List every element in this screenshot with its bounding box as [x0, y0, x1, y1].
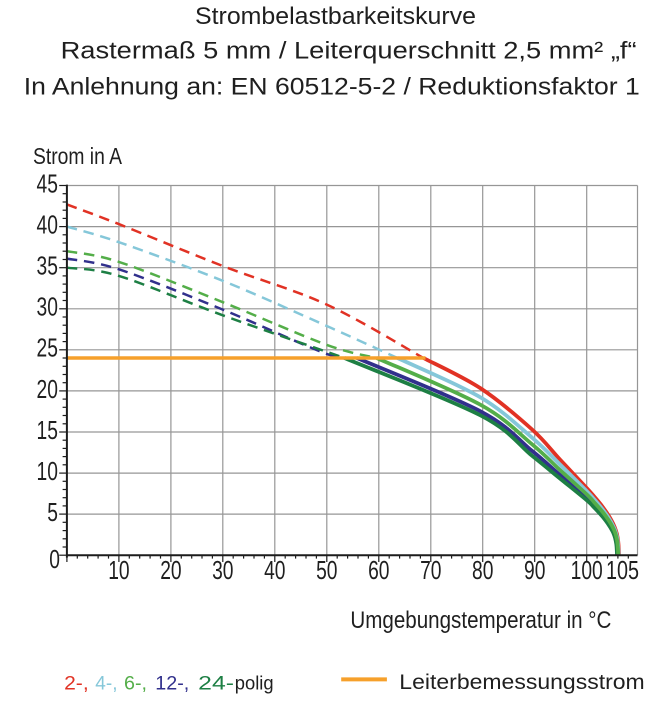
svg-text:24-: 24-	[198, 672, 234, 694]
svg-text:105: 105	[606, 557, 639, 585]
svg-text:12-,: 12-,	[155, 672, 189, 694]
svg-text:polig: polig	[235, 672, 274, 694]
svg-text:100: 100	[571, 557, 603, 585]
svg-text:45: 45	[37, 170, 58, 198]
svg-text:30: 30	[37, 294, 58, 322]
svg-text:Rastermaß 5 mm / Leiterquersch: Rastermaß 5 mm / Leiterquerschnitt 2,5 m…	[61, 38, 637, 65]
svg-text:50: 50	[316, 557, 337, 585]
svg-text:5: 5	[47, 499, 58, 527]
svg-text:6-,: 6-,	[124, 672, 147, 694]
svg-text:30: 30	[212, 557, 233, 585]
svg-text:In Anlehnung an: EN 60512-5-2: In Anlehnung an: EN 60512-5-2 / Reduktio…	[24, 73, 640, 100]
svg-text:4-,: 4-,	[95, 672, 117, 694]
svg-text:40: 40	[37, 212, 58, 240]
svg-text:70: 70	[420, 557, 441, 585]
svg-text:Umgebungstemperatur in °C: Umgebungstemperatur in °C	[350, 607, 611, 634]
svg-text:80: 80	[472, 557, 493, 585]
svg-text:60: 60	[368, 557, 389, 585]
svg-text:40: 40	[264, 557, 285, 585]
svg-text:35: 35	[37, 253, 58, 281]
svg-text:Strom in A: Strom in A	[33, 143, 123, 169]
svg-text:15: 15	[37, 417, 58, 445]
svg-text:10: 10	[108, 557, 129, 585]
svg-text:Strombelastbarkeitskurve: Strombelastbarkeitskurve	[195, 3, 476, 30]
svg-text:2-,: 2-,	[64, 672, 89, 694]
svg-text:90: 90	[524, 557, 545, 585]
svg-text:20: 20	[160, 557, 181, 585]
svg-text:25: 25	[37, 335, 58, 363]
svg-text:20: 20	[37, 376, 58, 404]
svg-text:Leiterbemessungsstrom: Leiterbemessungsstrom	[399, 670, 644, 694]
svg-text:10: 10	[37, 458, 58, 486]
svg-text:0: 0	[49, 546, 60, 574]
